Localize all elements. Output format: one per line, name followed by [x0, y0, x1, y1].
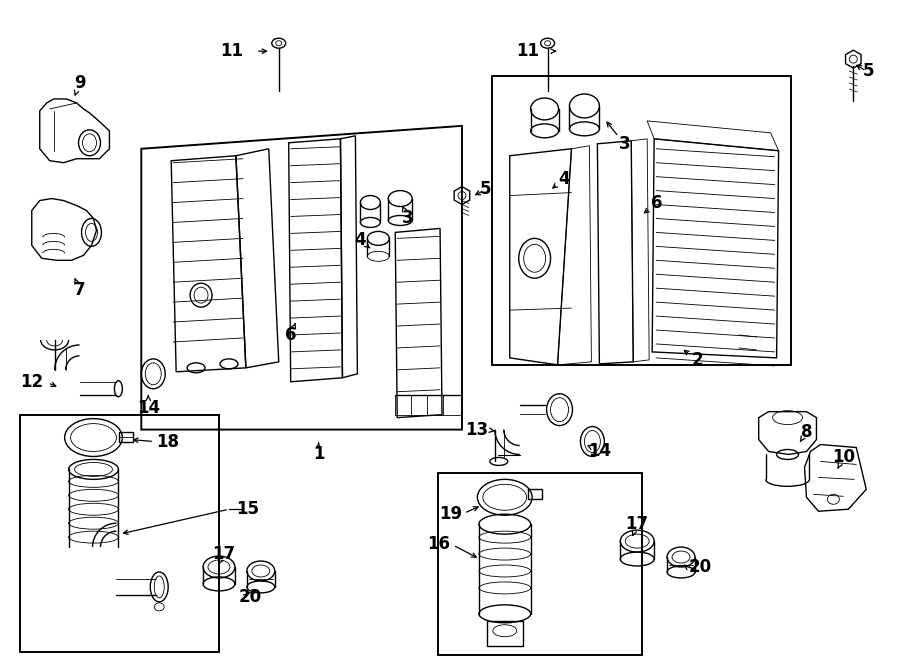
Text: 20: 20 — [689, 558, 712, 576]
Bar — [438, 473, 643, 654]
Text: 14: 14 — [588, 442, 611, 461]
Text: 17: 17 — [212, 545, 236, 563]
Bar — [527, 489, 542, 499]
Text: 5: 5 — [862, 62, 874, 80]
Bar — [487, 621, 523, 646]
Text: 11: 11 — [220, 42, 243, 60]
Text: 18: 18 — [157, 432, 179, 451]
Text: 14: 14 — [137, 399, 160, 416]
Text: 19: 19 — [439, 505, 462, 524]
Bar — [491, 76, 790, 365]
Text: 4: 4 — [559, 170, 571, 188]
Text: 9: 9 — [74, 74, 86, 92]
Text: 3: 3 — [618, 135, 630, 153]
Text: 6: 6 — [652, 194, 663, 212]
Text: 15: 15 — [236, 500, 259, 518]
Text: 6: 6 — [285, 326, 296, 344]
Text: 17: 17 — [626, 515, 649, 533]
Text: 11: 11 — [517, 42, 540, 60]
Text: 13: 13 — [464, 420, 488, 439]
Text: 4: 4 — [355, 231, 366, 249]
Text: 1: 1 — [313, 446, 324, 463]
Text: 2: 2 — [691, 351, 703, 369]
Text: 8: 8 — [801, 422, 812, 441]
Text: 16: 16 — [427, 535, 450, 553]
Text: 3: 3 — [402, 210, 414, 227]
Bar — [120, 432, 133, 442]
Text: 20: 20 — [238, 588, 262, 606]
Bar — [20, 414, 219, 652]
Text: 12: 12 — [21, 373, 44, 391]
Text: 5: 5 — [480, 180, 491, 198]
Text: 10: 10 — [832, 448, 855, 467]
Text: 7: 7 — [74, 281, 86, 299]
